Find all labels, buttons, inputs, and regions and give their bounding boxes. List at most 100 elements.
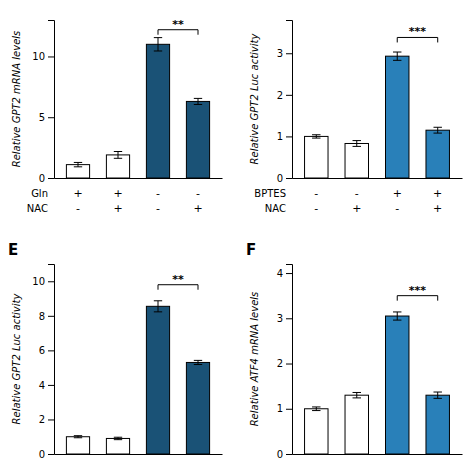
y-tick: 10 <box>32 51 54 62</box>
significance-stars: *** <box>409 25 427 38</box>
bar <box>146 306 169 454</box>
row-sign: - <box>156 187 160 200</box>
y-axis: 0 2 4 6 8 10 <box>32 265 54 460</box>
y-tick-mark <box>48 454 54 455</box>
row-sign: + <box>193 202 202 215</box>
y-tick: 1 <box>277 131 292 142</box>
y-axis-line <box>48 265 55 455</box>
y-axis-title: Relative ATF4 mRNA levels <box>249 292 260 427</box>
bar <box>386 56 409 178</box>
bar <box>146 44 169 178</box>
y-tick-mark <box>48 419 54 420</box>
y-tick-label: 10 <box>32 51 45 62</box>
y-tick: 3 <box>277 313 292 324</box>
x-axis-line <box>293 454 463 455</box>
y-tick-label: 6 <box>39 345 45 356</box>
y-tick: 4 <box>39 380 54 391</box>
y-tick: 3 <box>277 48 292 59</box>
row-sign: - <box>395 202 399 215</box>
bar <box>186 362 209 454</box>
marks <box>305 37 450 178</box>
y-tick-mark <box>286 178 292 179</box>
y-tick: 2 <box>277 358 292 369</box>
y-tick-label: 0 <box>277 449 283 460</box>
row-sign: + <box>352 202 361 215</box>
significance-stars: ** <box>172 18 184 31</box>
bar <box>426 395 449 454</box>
y-tick-mark <box>286 409 292 410</box>
panel: 0246810**Relative GPT2 Luc activityE <box>8 241 223 460</box>
error-bar <box>312 135 320 138</box>
y-axis-title: Relative GPT2 Luc activity <box>249 33 260 165</box>
y-tick: 1 <box>277 403 292 414</box>
row-label: NAC <box>265 203 286 214</box>
y-tick-label: 0 <box>39 173 45 184</box>
y-tick: 8 <box>39 311 54 322</box>
y-tick-mark <box>286 454 292 455</box>
y-tick-label: 5 <box>39 112 45 123</box>
error-bar <box>194 360 202 364</box>
error-bar <box>114 437 122 439</box>
row-sign: + <box>113 202 122 215</box>
row-sign: + <box>433 202 442 215</box>
y-axis-title: Relative GPT2 Luc activity <box>11 293 22 425</box>
marks <box>66 285 209 454</box>
y-tick-mark <box>48 178 54 179</box>
panel-title: F <box>246 241 256 259</box>
y-tick-label: 8 <box>39 311 45 322</box>
y-tick: 5 <box>39 112 54 123</box>
error-bar <box>154 301 162 312</box>
y-tick-mark <box>48 56 54 57</box>
row-sign: - <box>355 187 359 200</box>
x-axis-line <box>293 178 463 179</box>
y-tick: 2 <box>277 90 292 101</box>
y-tick: 6 <box>39 345 54 356</box>
y-tick-label: 4 <box>277 268 283 279</box>
error-bar <box>74 436 82 438</box>
y-axis-line <box>48 21 55 179</box>
bar <box>305 409 328 454</box>
row-label: Gln <box>31 188 48 199</box>
row-sign: - <box>314 202 318 215</box>
error-bar <box>312 407 320 411</box>
y-tick-mark <box>286 136 292 137</box>
y-axis: 0 5 10 <box>32 21 54 184</box>
chart-root: 0510**Relative GPT2 mRNA levelsGln++--NA… <box>0 0 474 474</box>
significance-stars: ** <box>172 273 184 286</box>
row-sign: - <box>196 187 200 200</box>
y-tick-label: 1 <box>277 403 283 414</box>
y-tick-label: 1 <box>277 131 283 142</box>
error-bar <box>393 52 401 60</box>
error-bar <box>114 152 122 159</box>
y-tick-label: 0 <box>39 449 45 460</box>
bar <box>106 438 129 454</box>
y-axis-title: Relative GPT2 mRNA levels <box>11 31 22 168</box>
error-bar <box>74 162 82 166</box>
y-tick-mark <box>286 95 292 96</box>
error-bar <box>393 312 401 320</box>
row-sign: - <box>76 202 80 215</box>
y-tick-label: 4 <box>39 380 45 391</box>
panel: 0123***Relative GPT2 Luc activityBPTES--… <box>249 21 463 215</box>
y-tick: 0 <box>277 173 292 184</box>
y-tick-mark <box>286 364 292 365</box>
y-axis-line <box>286 265 293 455</box>
y-tick-mark <box>286 273 292 274</box>
panel: 0510**Relative GPT2 mRNA levelsGln++--NA… <box>11 18 223 215</box>
error-bar <box>433 127 441 133</box>
panel: 01234***Relative ATF4 mRNA levelsF <box>246 241 463 460</box>
bar <box>426 130 449 178</box>
row-sign: + <box>393 187 402 200</box>
y-tick-label: 0 <box>277 173 283 184</box>
y-tick: 4 <box>277 268 292 279</box>
y-tick-label: 10 <box>32 276 45 287</box>
y-tick: 0 <box>39 449 54 460</box>
error-bar <box>353 392 361 397</box>
y-tick-mark <box>286 53 292 54</box>
y-tick-label: 3 <box>277 48 283 59</box>
y-tick: 2 <box>39 414 54 425</box>
y-tick-mark <box>48 350 54 351</box>
y-axis-line <box>286 21 293 179</box>
y-tick: 0 <box>277 449 292 460</box>
y-tick-mark <box>48 281 54 282</box>
